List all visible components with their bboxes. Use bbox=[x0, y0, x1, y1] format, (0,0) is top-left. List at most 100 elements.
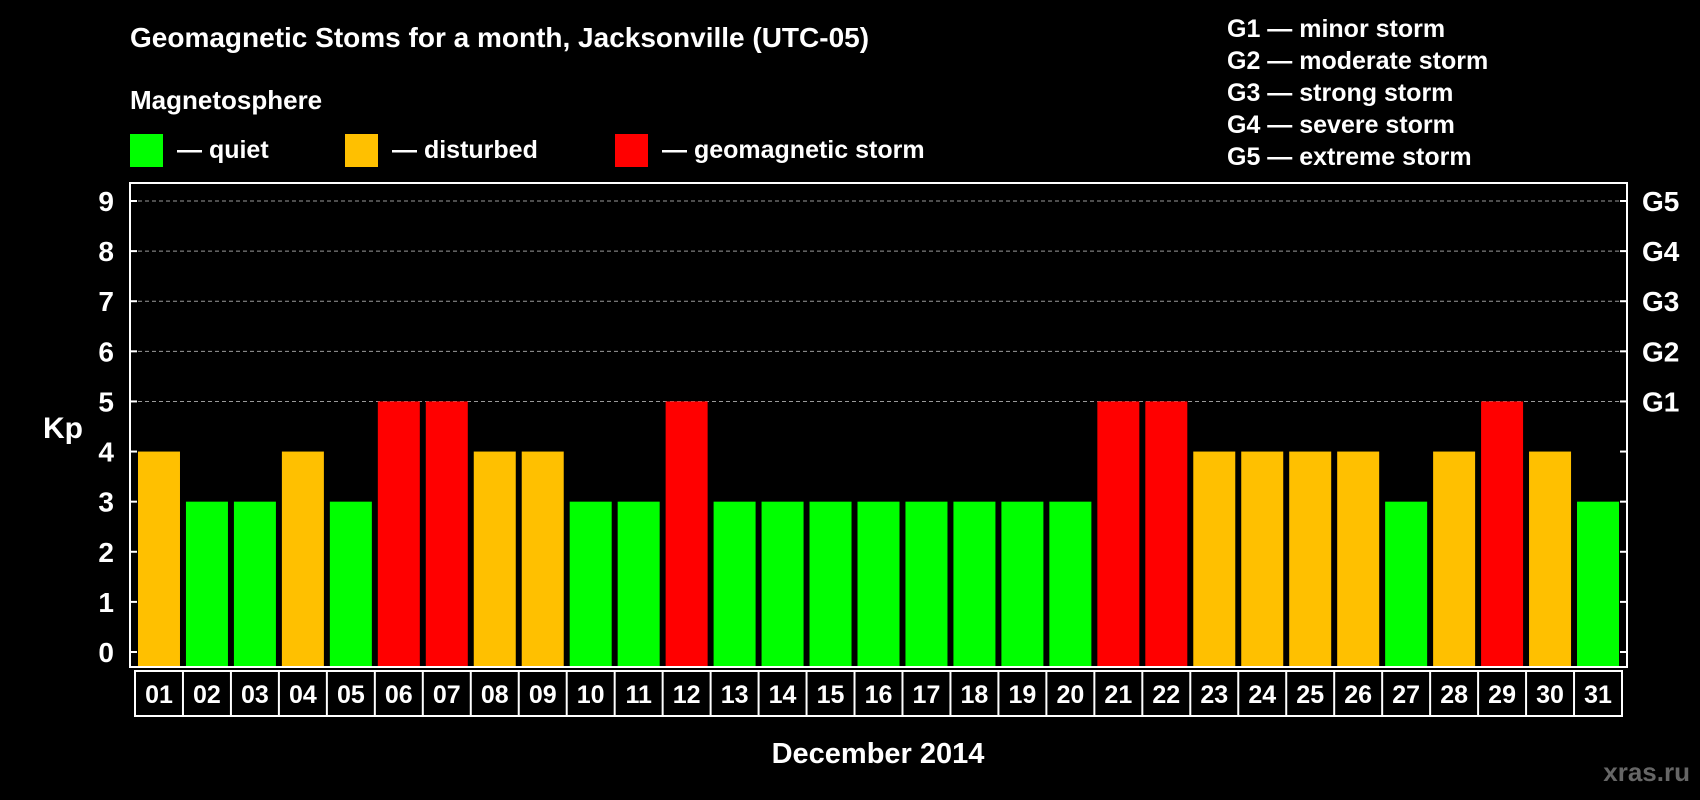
day-label-10: 10 bbox=[577, 681, 605, 709]
bar-02 bbox=[185, 501, 228, 666]
day-label-05: 05 bbox=[337, 681, 365, 709]
day-label-24: 24 bbox=[1248, 681, 1276, 709]
day-label-18: 18 bbox=[961, 681, 989, 709]
right-axis-label-G5: G5 bbox=[1642, 186, 1679, 217]
bar-29 bbox=[1481, 401, 1524, 666]
right-axis-label-G1: G1 bbox=[1642, 386, 1679, 417]
plot-area bbox=[129, 182, 1628, 668]
y-tick-label-5: 5 bbox=[98, 386, 114, 417]
day-label-02: 02 bbox=[193, 681, 221, 709]
y-tick-label-1: 1 bbox=[98, 587, 114, 618]
legend-swatch-1 bbox=[130, 134, 163, 167]
day-label-13: 13 bbox=[721, 681, 749, 709]
right-axis: G1 G2 G3 G4 G5 bbox=[1620, 186, 1680, 653]
bar-16 bbox=[857, 501, 900, 666]
storm-scale-item-4: G4 — severe storm bbox=[1227, 111, 1455, 139]
bar-28 bbox=[1433, 451, 1476, 666]
x-axis: 01 02 03 04 05 06 07 08 09 10 11 12 13 14 15 16 17 18 19 20… bbox=[134, 670, 1623, 717]
bar-20 bbox=[1049, 501, 1092, 666]
bar-11 bbox=[617, 501, 660, 666]
bar-21 bbox=[1097, 401, 1140, 666]
bar-06 bbox=[377, 401, 420, 666]
day-label-04: 04 bbox=[289, 681, 317, 709]
y-tick-label-9: 9 bbox=[98, 186, 114, 217]
legend-label-1: — quiet bbox=[177, 136, 269, 164]
day-label-03: 03 bbox=[241, 681, 269, 709]
bar-17 bbox=[905, 501, 948, 666]
day-label-23: 23 bbox=[1200, 681, 1228, 709]
legend-swatch-2 bbox=[345, 134, 378, 167]
bar-25 bbox=[1289, 451, 1332, 666]
storm-scale-item-1: G1 — minor storm bbox=[1227, 15, 1445, 43]
day-label-06: 06 bbox=[385, 681, 413, 709]
y-axis: 0 1 2 3 4 5 6 7 8 9 bbox=[98, 186, 137, 668]
y-tick-label-3: 3 bbox=[98, 487, 114, 518]
bar-07 bbox=[425, 401, 468, 666]
bar-31 bbox=[1577, 501, 1620, 666]
day-label-17: 17 bbox=[913, 681, 941, 709]
right-axis-label-G3: G3 bbox=[1642, 286, 1679, 317]
bar-24 bbox=[1241, 451, 1284, 666]
day-label-21: 21 bbox=[1104, 681, 1132, 709]
day-label-09: 09 bbox=[529, 681, 557, 709]
day-label-27: 27 bbox=[1392, 681, 1420, 709]
bar-26 bbox=[1337, 451, 1380, 666]
day-label-31: 31 bbox=[1584, 681, 1612, 709]
day-label-19: 19 bbox=[1008, 681, 1036, 709]
day-label-11: 11 bbox=[625, 681, 652, 709]
day-label-15: 15 bbox=[817, 681, 845, 709]
day-label-29: 29 bbox=[1488, 681, 1516, 709]
storm-scale-item-3: G3 — strong storm bbox=[1227, 79, 1453, 107]
y-tick-label-8: 8 bbox=[98, 236, 114, 267]
bar-08 bbox=[473, 451, 516, 666]
y-tick-label-6: 6 bbox=[98, 336, 114, 367]
y-tick-label-4: 4 bbox=[98, 437, 114, 468]
day-label-07: 07 bbox=[433, 681, 461, 709]
bars bbox=[137, 401, 1620, 666]
day-label-16: 16 bbox=[865, 681, 893, 709]
bar-12 bbox=[665, 401, 708, 666]
x-axis-label: December 2014 bbox=[772, 738, 985, 770]
day-label-01: 01 bbox=[145, 681, 173, 709]
day-label-22: 22 bbox=[1152, 681, 1180, 709]
bar-04 bbox=[281, 451, 324, 666]
bar-13 bbox=[713, 501, 756, 666]
grid-lines bbox=[131, 200, 1626, 402]
bar-23 bbox=[1193, 451, 1236, 666]
day-label-08: 08 bbox=[481, 681, 509, 709]
right-axis-label-G2: G2 bbox=[1642, 336, 1679, 367]
chart-subtitle: Magnetosphere bbox=[130, 85, 322, 115]
day-label-26: 26 bbox=[1344, 681, 1372, 709]
bar-09 bbox=[521, 451, 564, 666]
y-tick-label-0: 0 bbox=[98, 637, 114, 668]
bar-18 bbox=[953, 501, 996, 666]
legend-label-2: — disturbed bbox=[392, 136, 538, 164]
day-label-30: 30 bbox=[1536, 681, 1564, 709]
y-axis-label: Kp bbox=[43, 412, 83, 445]
bar-30 bbox=[1529, 451, 1572, 666]
storm-scale-item-2: G2 — moderate storm bbox=[1227, 47, 1488, 75]
day-label-28: 28 bbox=[1440, 681, 1468, 709]
bar-15 bbox=[809, 501, 852, 666]
bar-22 bbox=[1145, 401, 1188, 666]
bar-19 bbox=[1001, 501, 1044, 666]
y-tick-label-7: 7 bbox=[98, 286, 114, 317]
day-label-frame bbox=[134, 670, 1623, 717]
watermark: xras.ru bbox=[1603, 757, 1690, 787]
bar-01 bbox=[137, 451, 180, 666]
storm-scale-item-5: G5 — extreme storm bbox=[1227, 143, 1472, 171]
legend: — quiet — disturbed — geomagnetic storm bbox=[130, 134, 925, 167]
bar-27 bbox=[1385, 501, 1428, 666]
bar-05 bbox=[329, 501, 372, 666]
legend-label-3: — geomagnetic storm bbox=[662, 136, 925, 164]
day-label-20: 20 bbox=[1056, 681, 1084, 709]
y-tick-label-2: 2 bbox=[98, 537, 114, 568]
storm-scale-list: G1 — minor storm G2 — moderate storm G3 — … bbox=[1227, 15, 1488, 171]
day-label-25: 25 bbox=[1296, 681, 1324, 709]
day-label-12: 12 bbox=[673, 681, 701, 709]
bar-10 bbox=[569, 501, 612, 666]
chart-title: Geomagnetic Stoms for a month, Jacksonvi… bbox=[130, 22, 869, 53]
day-label-14: 14 bbox=[769, 681, 797, 709]
right-axis-label-G4: G4 bbox=[1642, 236, 1680, 267]
